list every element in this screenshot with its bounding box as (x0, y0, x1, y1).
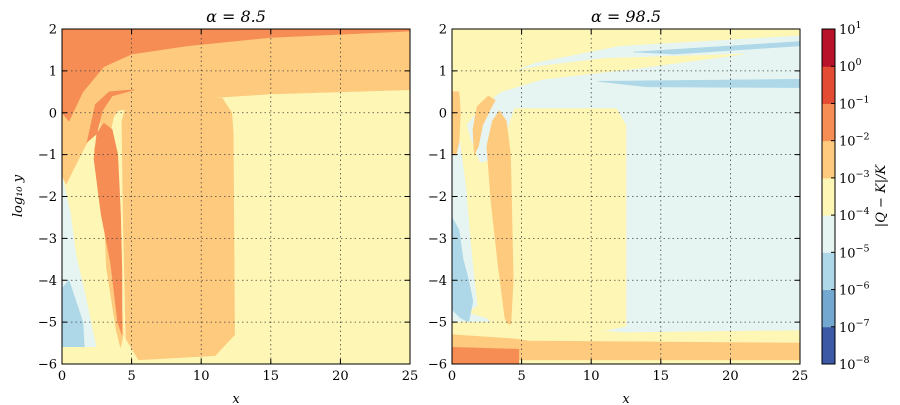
y-tick-label: −3 (428, 232, 447, 247)
x-tick-label: 15 (263, 369, 280, 384)
contour-region-8 (598, 78, 800, 88)
colorbar-tick-label: 101 (839, 20, 862, 38)
x-tick-label: 10 (583, 369, 600, 384)
y-tick-label: −4 (428, 274, 447, 289)
colorbar-tick-label: 10−7 (839, 318, 870, 336)
contour-region-9 (632, 41, 800, 55)
y-tick-label: −6 (38, 358, 57, 373)
colorbar-band (822, 252, 835, 291)
panel-alpha-98-5: 0 5 10 15 20 25 −6 −5 −4 −3 −2 −1 0 1 2 α = 98.5 x (428, 7, 808, 405)
contour-fill-right (452, 29, 800, 364)
ticks-left: 0 5 10 15 20 25 −6 −5 −4 −3 −2 −1 0 1 2 (38, 23, 418, 385)
panel-title-left: α = 8.5 (206, 7, 266, 26)
contour-region-7 (452, 216, 474, 323)
x-tick-label: 25 (792, 369, 809, 384)
colorbar-band (822, 326, 835, 365)
panel-title-right: α = 98.5 (591, 7, 661, 26)
x-tick-label: 25 (402, 369, 419, 384)
y-tick-label: −3 (38, 232, 57, 247)
colorbar-band (822, 177, 835, 216)
colorbar-band (822, 140, 835, 179)
y-tick-label: −2 (38, 190, 57, 205)
contour-region-5 (86, 89, 135, 143)
colorbar-tick-label: 100 (839, 57, 862, 75)
x-tick-label: 20 (332, 369, 349, 384)
y-tick-label: 0 (49, 106, 57, 121)
contour-region-6 (452, 91, 461, 155)
contour-region-3 (121, 97, 235, 361)
grid-right (452, 29, 800, 364)
contour-region-11 (452, 334, 800, 361)
colorbar-tick-label: 10−1 (839, 94, 870, 112)
colorbar-bands (822, 29, 835, 365)
colorbar-band (822, 215, 835, 253)
x-tick-label: 5 (127, 369, 135, 384)
colorbar-tick-label: 10−8 (839, 355, 870, 373)
colorbar-tick-label: 10−5 (839, 243, 870, 261)
y-tick-label: −5 (38, 316, 57, 331)
contour-region-1 (62, 29, 410, 122)
y-tick-label: 2 (439, 23, 447, 38)
colorbar-label: |Q − K|/K (874, 164, 889, 228)
x-tick-label: 15 (653, 369, 670, 384)
ticks-right: 0 5 10 15 20 25 −6 −5 −4 −3 −2 −1 0 1 2 (428, 23, 808, 385)
colorbar-tick-label: 10−3 (839, 169, 870, 187)
x-tick-label: 0 (448, 369, 456, 384)
y-tick-label: −1 (428, 148, 447, 163)
contour-region-12 (452, 346, 520, 364)
y-tick-label: 2 (49, 23, 57, 38)
colorbar-band (822, 29, 835, 67)
colorbar-ticks: 10−8 10−7 10−6 10−5 10−4 10−3 10−2 10−1 100 101 (831, 20, 870, 373)
y-tick-label: 1 (439, 64, 447, 79)
x-tick-label: 0 (58, 369, 66, 384)
contour-region-4 (93, 122, 123, 335)
x-axis-label-left: x (232, 392, 240, 405)
y-tick-label: −5 (428, 316, 447, 331)
y-axis-label: log₁₀ y (11, 174, 26, 217)
colorbar-tick-label: 10−4 (839, 206, 870, 224)
colorbar: 10−8 10−7 10−6 10−5 10−4 10−3 10−2 10−1 100 101 |… (821, 20, 889, 373)
colorbar-tick-label: 10−2 (839, 132, 870, 150)
colorbar-band (822, 289, 835, 328)
x-tick-label: 5 (517, 369, 525, 384)
y-tick-label: 0 (439, 106, 447, 121)
contour-region-1 (452, 53, 745, 139)
x-tick-label: 20 (722, 369, 739, 384)
y-tick-label: −1 (38, 148, 57, 163)
colorbar-tick-label: 10−6 (839, 281, 870, 299)
y-tick-label: −6 (428, 358, 447, 373)
colorbar-frame (821, 28, 836, 365)
panel-alpha-8-5: 0 5 10 15 20 25 −6 −5 −4 −3 −2 −1 0 1 2 α = 8.5 x log₁… (11, 7, 418, 405)
y-tick-label: 1 (49, 64, 57, 79)
contour-region-8 (62, 346, 116, 364)
y-tick-label: −2 (428, 190, 447, 205)
y-tick-label: −4 (38, 274, 57, 289)
x-tick-label: 10 (193, 369, 210, 384)
contour-region-5 (472, 95, 496, 156)
colorbar-band (822, 103, 835, 142)
contour-fill-left (62, 29, 410, 364)
x-axis-label-right: x (622, 392, 630, 405)
colorbar-band (822, 66, 835, 104)
grid-left (62, 29, 410, 364)
